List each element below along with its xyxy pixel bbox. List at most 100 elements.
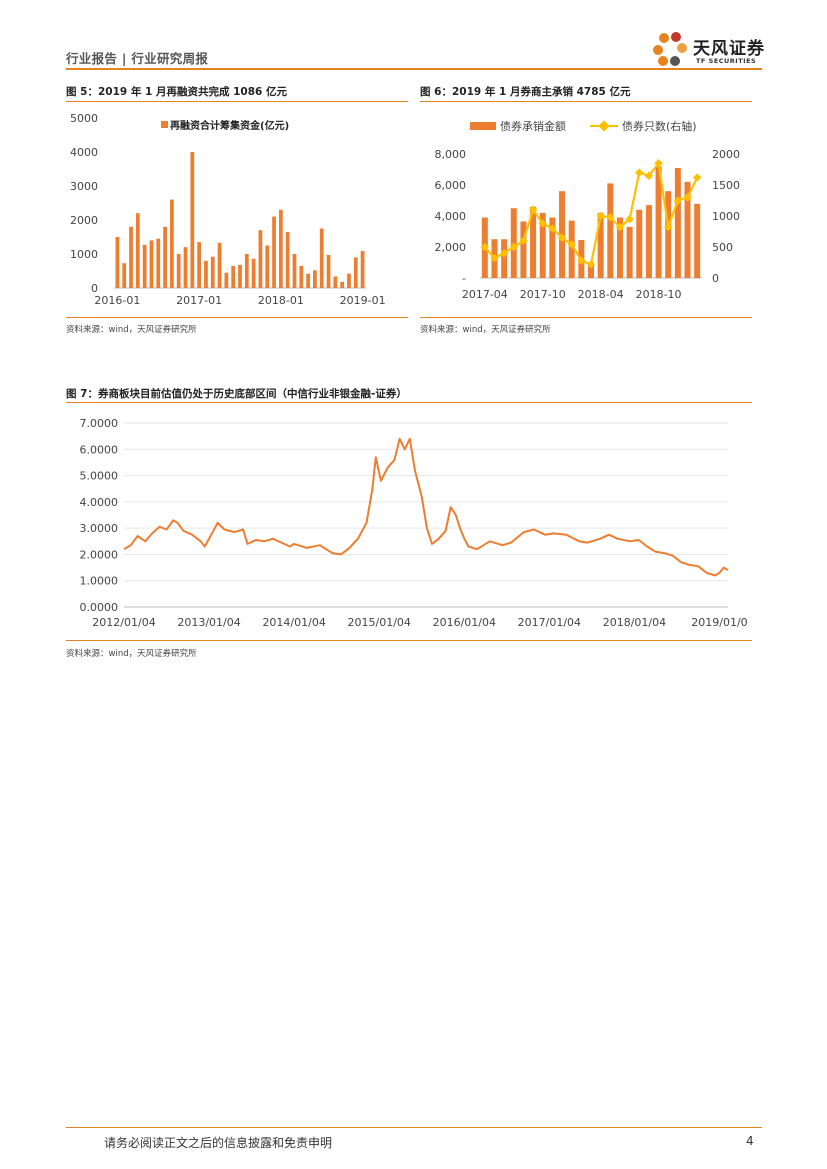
fig5-bottom-rule xyxy=(66,317,408,318)
fig6-left-ytick-label: 2,000 xyxy=(435,241,467,254)
fig5-bar xyxy=(224,272,229,288)
fig5-ytick-label: 4000 xyxy=(70,146,98,159)
fig6-bar xyxy=(549,217,556,278)
fig5-bar xyxy=(190,152,195,288)
fig6-xtick-label: 2018-04 xyxy=(578,288,624,301)
fig6-legend-label-line: 债券只数(右轴) xyxy=(622,119,697,133)
fig5-bar xyxy=(204,260,208,288)
fig5-chart: 0 1000 2000 3000 4000 5000 2016-01 2017-01 2018… xyxy=(70,112,386,307)
fig6-bottom-rule xyxy=(420,317,752,318)
fig6-xtick-label: 2017-10 xyxy=(520,288,566,301)
fig6-legend-swatch-bar xyxy=(470,122,496,130)
fig6-line-point xyxy=(606,212,615,222)
fig5-bar xyxy=(319,228,324,288)
fig5-bar xyxy=(115,237,120,288)
fig5-bar xyxy=(238,264,242,288)
page-number: 4 xyxy=(746,1134,754,1148)
fig6-chart: - 2,000 4,000 6,000 8,000 0 500 1000 1500 2000 20… xyxy=(435,119,741,301)
fig6-right-ytick-label: 500 xyxy=(712,241,733,254)
fig6-left-ytick-label: 4,000 xyxy=(435,210,467,223)
fig5-ytick-label: 0 xyxy=(91,282,98,295)
fig7-xtick-label: 2014/01/04 xyxy=(262,616,325,629)
fig7-xtick-label: 2013/01/04 xyxy=(177,616,240,629)
fig6-left-ytick-label: 6,000 xyxy=(435,179,467,192)
fig5-bar xyxy=(258,230,263,288)
fig7-xtick-label: 2015/01/04 xyxy=(348,616,411,629)
fig6-line-point xyxy=(596,211,605,221)
fig6-line-point xyxy=(635,168,644,177)
fig6-line-point xyxy=(528,205,538,215)
fig6-line-point xyxy=(499,248,509,258)
fig5-bar xyxy=(285,231,290,288)
fig6-bar xyxy=(530,206,537,278)
fig6-bar xyxy=(588,262,594,278)
brand-name-en: TF SECURITIES xyxy=(696,57,757,65)
fig6-line-point xyxy=(625,214,634,224)
fig5-bar xyxy=(176,254,181,288)
fig7-ytick-label: 3.0000 xyxy=(80,522,119,535)
fig6-legend-marker xyxy=(598,120,610,132)
fig5-bar xyxy=(360,251,365,288)
fig5-bar xyxy=(231,265,236,288)
fig5-bar xyxy=(278,209,283,288)
fig6-bar xyxy=(520,221,527,278)
fig6-line-point xyxy=(644,171,654,180)
fig6-line-point xyxy=(567,240,576,249)
fig6-bar xyxy=(655,166,662,278)
fig6-bar xyxy=(636,209,643,278)
fig6-left-ytick-label: - xyxy=(462,272,466,285)
fig6-line-point xyxy=(490,253,499,263)
fig6-line-point xyxy=(663,222,673,232)
fig5-bar xyxy=(149,240,154,288)
fig5-bar xyxy=(197,242,202,288)
fig5-ytick-label: 1000 xyxy=(70,248,98,261)
logo-petals-icon xyxy=(653,32,687,66)
fig5-bar xyxy=(183,247,188,288)
fig5-bar xyxy=(244,254,249,288)
fig5-ytick-label: 3000 xyxy=(70,180,98,193)
fig5-bar xyxy=(122,263,127,288)
fig6-right-ytick-label: 1000 xyxy=(712,210,740,223)
fig7-ytick-label: 4.0000 xyxy=(80,496,119,509)
fig7-xtick-label: 2012/01/04 xyxy=(92,616,155,629)
fig6-right-ytick-label: 1500 xyxy=(712,179,740,192)
fig7-top-rule xyxy=(66,402,752,403)
fig7-ytick-label: 5.0000 xyxy=(80,470,119,483)
fig5-bar xyxy=(347,273,351,288)
fig5-bar xyxy=(265,245,270,288)
fig5-bar xyxy=(306,273,310,288)
fig5-bar xyxy=(313,270,317,288)
fig5-bar xyxy=(170,199,174,288)
fig6-line-point xyxy=(577,256,586,265)
fig5-xtick-label: 2016-01 xyxy=(94,294,140,307)
fig5-bar xyxy=(210,256,215,288)
fig6-bar xyxy=(684,181,691,278)
fig7-ytick-label: 2.0000 xyxy=(80,548,119,561)
fig6-bar xyxy=(501,239,508,278)
fig6-bar xyxy=(607,183,614,278)
fig7-series-line xyxy=(123,437,729,577)
fig5-ytick-label: 5000 xyxy=(70,112,98,125)
fig5-xtick-label: 2018-01 xyxy=(258,294,304,307)
fig5-xtick-label: 2017-01 xyxy=(176,294,222,307)
fig5-bar xyxy=(326,255,331,288)
fig6-bar xyxy=(626,226,633,278)
fig6-line-point xyxy=(557,233,567,242)
fig7-bottom-rule xyxy=(66,640,752,641)
brand-logo xyxy=(650,28,770,72)
fig6-bar xyxy=(616,217,623,278)
fig5-legend-swatch xyxy=(161,121,168,128)
fig5-bar xyxy=(333,276,338,288)
fig6-line-point xyxy=(615,222,625,232)
fig6-right-ytick-label: 0 xyxy=(712,272,719,285)
fig7-xtick-label: 2019/01/0 xyxy=(691,616,747,629)
fig6-xtick-label: 2017-04 xyxy=(462,288,508,301)
fig6-right-ytick-label: 2000 xyxy=(712,148,740,161)
fig5-bar xyxy=(251,258,256,288)
fig5-bar xyxy=(292,254,297,288)
fig7-chart: 0.0000 1.0000 2.0000 3.0000 4.0000 5.0000 6.00… xyxy=(80,417,748,629)
fig5-bar xyxy=(129,226,133,288)
fig6-bar xyxy=(597,212,604,278)
fig7-xtick-label: 2018/01/04 xyxy=(603,616,666,629)
report-type-label: 行业报告 | 行业研究周报 xyxy=(66,51,209,66)
